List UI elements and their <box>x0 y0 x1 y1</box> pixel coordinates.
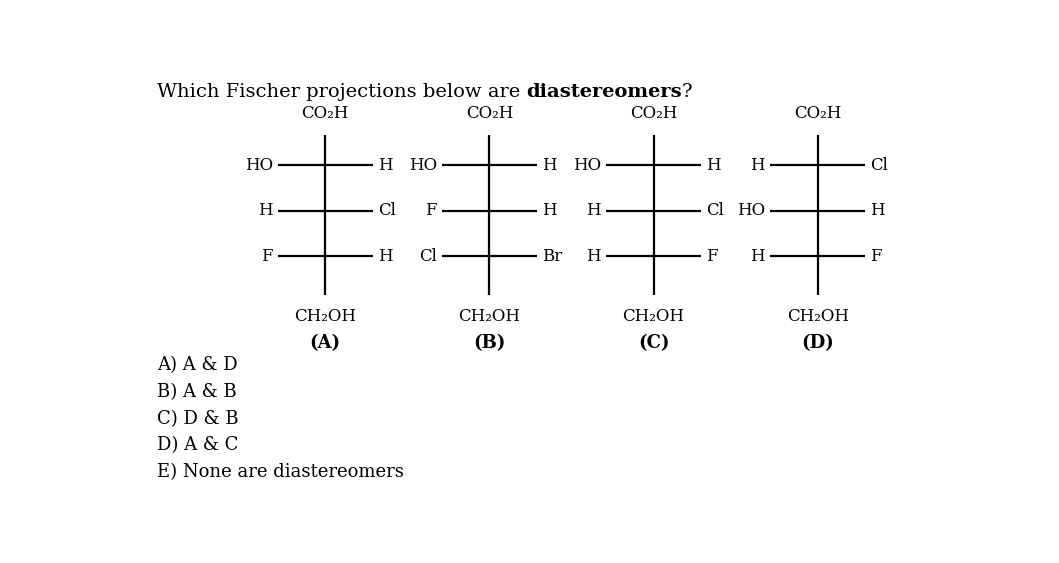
Text: CO₂H: CO₂H <box>466 105 513 122</box>
Text: H: H <box>587 248 602 265</box>
Text: diastereomers: diastereomers <box>526 83 682 101</box>
Text: H: H <box>587 202 602 219</box>
Text: (C): (C) <box>638 334 669 352</box>
Text: HO: HO <box>245 157 273 173</box>
Text: C) D & B: C) D & B <box>157 410 238 428</box>
Text: Cl: Cl <box>378 202 396 219</box>
Text: ?: ? <box>682 83 693 101</box>
Text: H: H <box>706 157 721 173</box>
Text: Cl: Cl <box>419 248 437 265</box>
Text: HO: HO <box>573 157 602 173</box>
Text: HO: HO <box>737 202 766 219</box>
Text: F: F <box>870 248 882 265</box>
Text: (D): (D) <box>802 334 834 352</box>
Text: F: F <box>262 248 273 265</box>
Text: Br: Br <box>542 248 562 265</box>
Text: H: H <box>542 157 557 173</box>
Text: CH₂OH: CH₂OH <box>294 308 356 325</box>
Text: (A): (A) <box>309 334 341 352</box>
Text: CH₂OH: CH₂OH <box>623 308 684 325</box>
Text: H: H <box>258 202 273 219</box>
Text: CH₂OH: CH₂OH <box>787 308 848 325</box>
Text: F: F <box>706 248 718 265</box>
Text: A) A & D: A) A & D <box>157 356 237 374</box>
Text: Cl: Cl <box>706 202 724 219</box>
Text: E) None are diastereomers: E) None are diastereomers <box>157 463 403 481</box>
Text: B) A & B: B) A & B <box>157 383 237 401</box>
Text: H: H <box>542 202 557 219</box>
Text: CO₂H: CO₂H <box>794 105 841 122</box>
Text: CO₂H: CO₂H <box>302 105 348 122</box>
Text: (B): (B) <box>473 334 505 352</box>
Text: H: H <box>751 248 766 265</box>
Text: CO₂H: CO₂H <box>630 105 677 122</box>
Text: Which Fischer projections below are: Which Fischer projections below are <box>157 83 526 101</box>
Text: CH₂OH: CH₂OH <box>459 308 520 325</box>
Text: HO: HO <box>409 157 437 173</box>
Text: H: H <box>378 157 393 173</box>
Text: H: H <box>751 157 766 173</box>
Text: H: H <box>378 248 393 265</box>
Text: D) A & C: D) A & C <box>157 436 238 454</box>
Text: F: F <box>426 202 437 219</box>
Text: Cl: Cl <box>870 157 889 173</box>
Text: H: H <box>870 202 885 219</box>
